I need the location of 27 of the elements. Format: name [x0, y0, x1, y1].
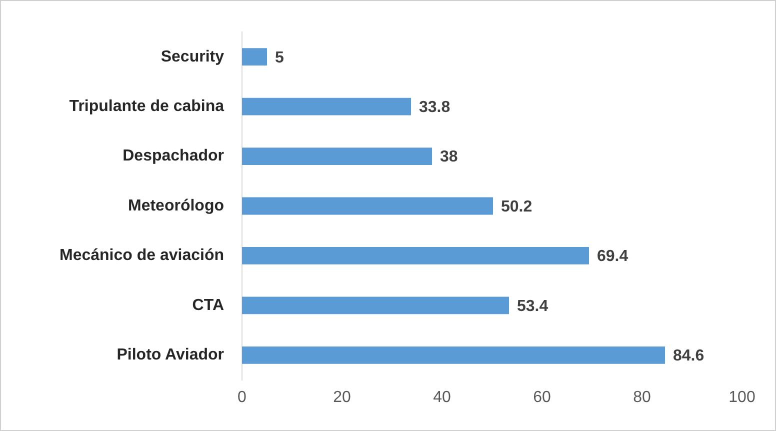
bar [242, 197, 493, 215]
data-label: 50.2 [501, 198, 532, 216]
bar [242, 296, 509, 314]
data-label: 53.4 [517, 298, 548, 315]
data-label: 5 [275, 49, 284, 66]
x-tick-label: 100 [728, 389, 756, 406]
x-tick-label: 80 [633, 389, 651, 406]
bar [242, 346, 665, 364]
y-tick-label: Piloto Aviador [116, 346, 224, 364]
bar [242, 148, 432, 165]
y-tick-label: Tripulante de cabina [69, 98, 224, 115]
x-tick-label: 40 [433, 389, 451, 406]
y-tick-label: Meteorólogo [128, 197, 224, 214]
data-label: 69.4 [597, 248, 628, 266]
x-tick-label: 60 [533, 389, 551, 406]
y-tick-label: CTA [192, 296, 224, 314]
y-tick-label: Despachador [122, 148, 224, 165]
data-label: 38 [440, 148, 458, 166]
x-tick-label: 0 [238, 389, 247, 406]
y-tick-label: Mecánico de aviación [59, 247, 224, 264]
data-label: 33.8 [419, 98, 450, 116]
x-tick-label: 20 [333, 389, 351, 406]
bar [242, 247, 589, 264]
y-tick-label: Security [160, 48, 224, 66]
data-label: 84.6 [673, 348, 704, 365]
bar [242, 98, 411, 116]
bar [242, 48, 267, 66]
